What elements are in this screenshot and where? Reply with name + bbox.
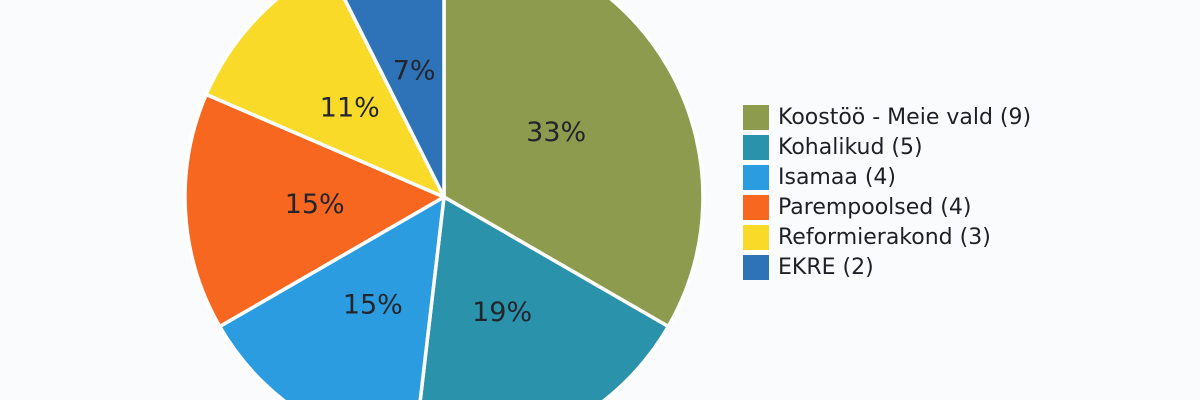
pie-slice-koostoo-meie-vald xyxy=(442,0,705,329)
legend-item-kohalikud: Kohalikud (5) xyxy=(743,135,1031,160)
pct-label-ekre: 7% xyxy=(393,55,436,86)
legend-label-parempoolsed: Parempoolsed (4) xyxy=(778,194,972,220)
pie-slice-ekre xyxy=(343,0,446,199)
pie-slice-parempoolsed xyxy=(183,92,446,329)
legend-item-reformierakond: Reformierakond (3) xyxy=(743,225,1031,250)
legend-swatch-koostoo-meie-vald xyxy=(743,105,769,130)
legend: Koostöö - Meie vald (9) Kohalikud (5) Isam… xyxy=(743,105,1031,285)
pie-slice-reformierakond xyxy=(204,0,446,199)
legend-swatch-kohalikud xyxy=(743,135,769,160)
legend-swatch-parempoolsed xyxy=(743,195,769,220)
legend-item-koostoo-meie-vald: Koostöö - Meie vald (9) xyxy=(743,105,1031,130)
pct-label-reformierakond: 11% xyxy=(320,93,380,124)
legend-label-isamaa: Isamaa (4) xyxy=(778,164,896,190)
legend-item-ekre: EKRE (2) xyxy=(743,255,1031,280)
legend-swatch-isamaa xyxy=(743,165,769,190)
legend-item-parempoolsed: Parempoolsed (4) xyxy=(743,195,1031,220)
pie-slice-kohalikud xyxy=(418,195,671,400)
legend-label-ekre: EKRE (2) xyxy=(778,254,874,280)
pct-label-koostoo-meie-vald: 33% xyxy=(526,117,586,148)
legend-label-reformierakond: Reformierakond (3) xyxy=(778,224,991,250)
pie-slice-isamaa xyxy=(217,195,446,400)
legend-item-isamaa: Isamaa (4) xyxy=(743,165,1031,190)
pct-label-parempoolsed: 15% xyxy=(285,189,345,220)
legend-swatch-reformierakond xyxy=(743,225,769,250)
legend-label-koostoo-meie-vald: Koostöö - Meie vald (9) xyxy=(778,104,1032,130)
pct-label-kohalikud: 19% xyxy=(472,297,532,328)
legend-swatch-ekre xyxy=(743,255,769,280)
pct-label-isamaa: 15% xyxy=(343,290,403,321)
legend-label-kohalikud: Kohalikud (5) xyxy=(778,134,923,160)
